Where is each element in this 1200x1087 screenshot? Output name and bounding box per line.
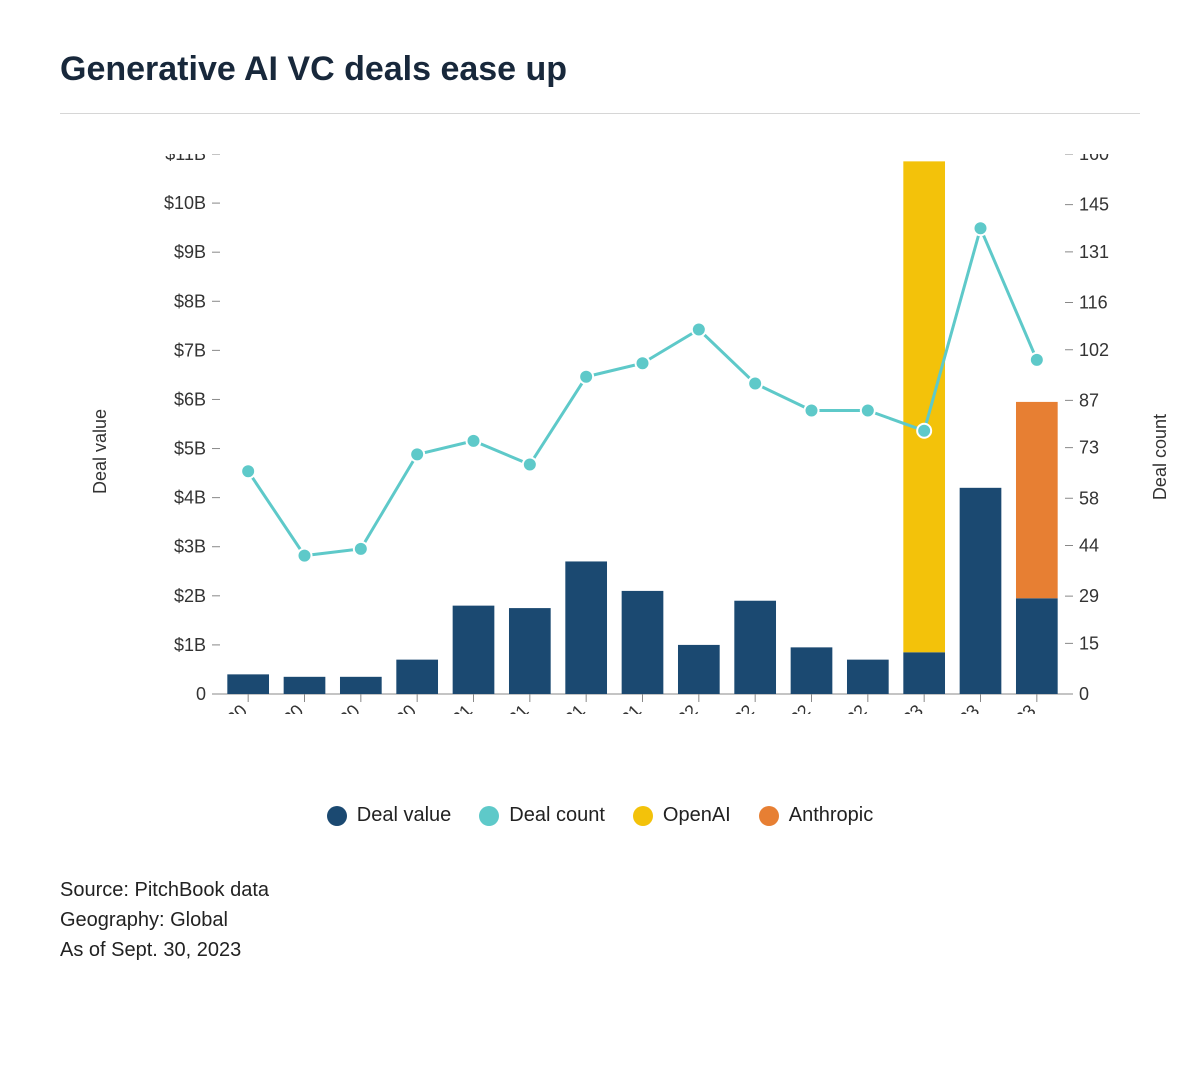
x-tick-label: Q4 2021 — [582, 701, 645, 714]
legend-swatch — [479, 806, 499, 826]
bar-anthropic — [1016, 402, 1058, 598]
y-left-tick-label: $1B — [174, 635, 206, 655]
marker-deal-count — [692, 323, 706, 337]
y-left-tick-label: $8B — [174, 291, 206, 311]
marker-deal-count — [636, 356, 650, 370]
marker-deal-count — [579, 370, 593, 384]
bar-deal-value — [960, 488, 1002, 694]
bar-deal-value — [1016, 598, 1058, 694]
bar-deal-value — [903, 652, 945, 694]
marker-deal-count — [748, 377, 762, 391]
y-left-tick-label: $6B — [174, 389, 206, 409]
footer-source: Source: PitchBook data — [60, 875, 1140, 905]
marker-deal-count — [1030, 353, 1044, 367]
legend: Deal value Deal count OpenAI Anthropic — [60, 804, 1140, 827]
bar-deal-value — [565, 561, 607, 694]
y-right-axis-label: Deal count — [1150, 414, 1171, 500]
marker-deal-count — [354, 542, 368, 556]
marker-deal-count — [467, 434, 481, 448]
legend-item: Deal value — [327, 804, 452, 827]
marker-deal-count — [805, 404, 819, 418]
y-right-tick-label: 160 — [1079, 154, 1109, 164]
bar-deal-value — [847, 660, 889, 694]
y-left-tick-label: $4B — [174, 488, 206, 508]
y-right-tick-label: 116 — [1079, 293, 1108, 313]
y-right-tick-label: 145 — [1079, 195, 1109, 215]
x-tick-label: Q3 2021 — [526, 701, 589, 714]
x-tick-label: Q1 2023 — [864, 701, 927, 714]
y-left-tick-label: $9B — [174, 242, 206, 262]
divider — [60, 113, 1140, 114]
legend-label: Deal value — [357, 804, 452, 827]
x-tick-label: Q3 2022 — [751, 701, 814, 714]
footer-asof: As of Sept. 30, 2023 — [60, 935, 1140, 965]
bar-deal-value — [340, 677, 382, 694]
bar-openai — [903, 161, 945, 652]
x-tick-label: Q3 2023 — [977, 701, 1040, 714]
y-right-tick-label: 29 — [1079, 586, 1099, 606]
legend-label: OpenAI — [663, 804, 731, 827]
x-tick-label: Q1 2021 — [413, 701, 476, 714]
marker-deal-count — [917, 424, 931, 438]
bar-deal-value — [453, 606, 495, 694]
marker-deal-count — [523, 458, 537, 472]
bar-deal-value — [227, 674, 269, 694]
y-left-tick-label: $10B — [164, 193, 206, 213]
y-left-axis-label: Deal value — [90, 409, 111, 494]
chart-title: Generative AI VC deals ease up — [60, 50, 1140, 89]
x-tick-label: Q2 2022 — [695, 701, 758, 714]
marker-deal-count — [241, 464, 255, 478]
x-tick-label: Q4 2020 — [357, 701, 420, 714]
bar-deal-value — [284, 677, 326, 694]
y-right-tick-label: 102 — [1079, 340, 1109, 360]
legend-label: Anthropic — [789, 804, 874, 827]
x-tick-label: Q1 2022 — [639, 701, 702, 714]
legend-swatch — [327, 806, 347, 826]
bar-deal-value — [622, 591, 664, 694]
bar-deal-value — [678, 645, 720, 694]
y-left-tick-label: $11B — [165, 154, 206, 164]
x-tick-label: Q2 2021 — [470, 701, 533, 714]
y-right-tick-label: 0 — [1079, 684, 1089, 704]
y-left-tick-label: $3B — [174, 537, 206, 557]
y-right-tick-label: 131 — [1079, 242, 1109, 262]
x-tick-label: Q2 2023 — [920, 701, 983, 714]
legend-item: Anthropic — [759, 804, 874, 827]
y-left-tick-label: $7B — [174, 340, 206, 360]
footer-notes: Source: PitchBook data Geography: Global… — [60, 875, 1140, 965]
x-tick-label: Q2 2020 — [244, 701, 307, 714]
legend-label: Deal count — [509, 804, 605, 827]
marker-deal-count — [410, 447, 424, 461]
y-right-tick-label: 44 — [1079, 536, 1099, 556]
bar-deal-value — [396, 660, 438, 694]
bar-deal-value — [734, 601, 776, 694]
y-left-tick-label: 0 — [196, 684, 206, 704]
y-left-tick-label: $2B — [174, 586, 206, 606]
bar-deal-value — [791, 647, 833, 694]
footer-geography: Geography: Global — [60, 905, 1140, 935]
marker-deal-count — [861, 404, 875, 418]
legend-item: OpenAI — [633, 804, 731, 827]
y-right-tick-label: 73 — [1079, 438, 1099, 458]
marker-deal-count — [298, 549, 312, 563]
chart-area: Deal value Deal count 0$1B$2B$3B$4B$5B$6… — [60, 154, 1140, 714]
y-right-tick-label: 15 — [1079, 633, 1099, 653]
x-tick-label: Q4 2022 — [808, 701, 871, 714]
bar-deal-value — [509, 608, 551, 694]
y-right-tick-label: 58 — [1079, 488, 1099, 508]
legend-swatch — [633, 806, 653, 826]
legend-item: Deal count — [479, 804, 605, 827]
chart-svg: 0 $1B $2B $3B $4B $5B $6B $7B $8B $9B $10B $11B 0 15 2… — [60, 154, 1140, 714]
marker-deal-count — [974, 221, 988, 235]
legend-swatch — [759, 806, 779, 826]
y-right-tick-label: 87 — [1079, 390, 1099, 410]
y-left-tick-label: $5B — [174, 439, 206, 459]
x-tick-label: Q3 2020 — [301, 701, 364, 714]
